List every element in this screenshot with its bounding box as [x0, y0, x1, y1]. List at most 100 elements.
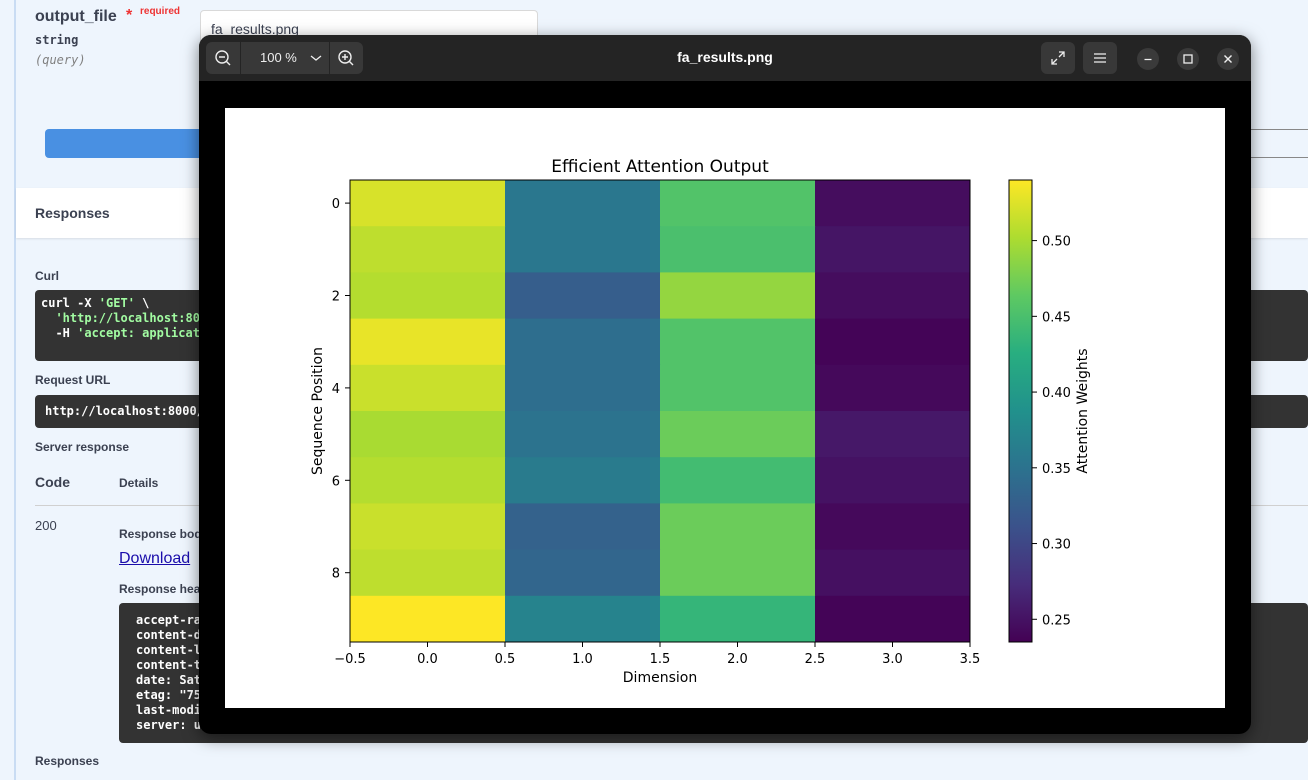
response-body-label: Response bod — [119, 527, 202, 541]
heatmap-cell — [815, 411, 971, 458]
header-line: content-t — [136, 658, 202, 672]
menu-icon[interactable] — [1083, 42, 1117, 74]
zoom-out-icon[interactable] — [206, 42, 240, 74]
maximize-icon[interactable] — [1177, 48, 1199, 70]
heatmap-cell — [815, 318, 971, 366]
zoom-level[interactable]: 100 % — [260, 50, 297, 65]
x-tick-label: 1.5 — [650, 652, 671, 667]
heatmap-cell — [660, 364, 816, 412]
heatmap-cell — [505, 411, 661, 458]
heatmap-cell — [815, 549, 971, 597]
heatmap-cell — [350, 364, 506, 412]
zoom-in-icon[interactable] — [330, 42, 363, 74]
operation-border — [14, 0, 16, 780]
heatmap-cell — [815, 272, 971, 320]
zoom-controls: 100 % — [206, 42, 363, 74]
heatmap-cell — [350, 595, 506, 643]
heatmap-cell — [505, 457, 661, 504]
header-line: content-d — [136, 628, 202, 642]
fullscreen-icon[interactable] — [1041, 42, 1075, 74]
details-header: Details — [119, 476, 159, 490]
chart-title: Efficient Attention Output — [551, 157, 769, 177]
heatmap-cell — [350, 457, 506, 504]
colorbar-tick-label: 0.40 — [1042, 386, 1071, 401]
colorbar-tick-label: 0.45 — [1042, 310, 1071, 325]
image-viewer-window: 100 % fa_results.png — [199, 35, 1251, 734]
required-star: * — [126, 7, 133, 24]
y-tick-label: 0 — [332, 197, 340, 212]
header-line: date: Sat — [136, 673, 202, 687]
y-tick-label: 2 — [332, 290, 340, 305]
param-name: output_file — [35, 8, 117, 25]
colorbar-tick-label: 0.30 — [1042, 538, 1071, 553]
x-tick-label: 2.0 — [727, 652, 748, 667]
colorbar — [1008, 179, 1033, 643]
x-tick-label: 3.5 — [960, 652, 981, 667]
colorbar-tick-label: 0.50 — [1042, 235, 1071, 250]
y-axis-label: Sequence Position — [310, 347, 326, 475]
param-type: string — [35, 33, 79, 47]
heatmap-cell — [815, 595, 971, 643]
x-tick-label: −0.5 — [334, 652, 366, 667]
viewer-titlebar[interactable]: 100 % fa_results.png — [199, 35, 1251, 81]
heatmap-cell — [660, 226, 816, 273]
curl-label: Curl — [35, 269, 59, 283]
heatmap-cell — [815, 180, 971, 227]
param-location: (query) — [35, 53, 86, 67]
x-tick-label: 1.0 — [572, 652, 593, 667]
header-line: content-l — [136, 643, 202, 657]
required-label: required — [140, 6, 181, 17]
heatmap-cell — [505, 180, 661, 227]
code-header: Code — [35, 474, 70, 490]
heatmap-cell — [660, 180, 816, 227]
header-line: server: u — [136, 718, 202, 732]
bottom-responses-title: Responses — [35, 754, 100, 768]
x-axis-label: Dimension — [623, 670, 697, 686]
header-line: etag: "75 — [136, 688, 202, 702]
image-canvas: Efficient Attention Output −0.5 0.0 0.5 1.0… — [225, 108, 1225, 708]
heatmap-cell — [505, 503, 661, 551]
zoom-dropdown-chevron-icon[interactable] — [304, 42, 328, 74]
download-link[interactable]: Download — [119, 550, 191, 567]
y-tick-label: 8 — [332, 567, 340, 582]
viewer-title: fa_results.png — [677, 49, 773, 65]
x-tick-label: 2.5 — [805, 652, 826, 667]
x-tick-label: 0.5 — [495, 652, 516, 667]
heatmap-cell — [815, 364, 971, 412]
heatmap-cell — [505, 364, 661, 412]
heatmap-cell — [660, 595, 816, 643]
y-tick-label: 4 — [332, 382, 340, 397]
heatmap-cell — [660, 457, 816, 504]
x-tick-label: 3.0 — [882, 652, 903, 667]
heatmap-cell — [660, 549, 816, 597]
heatmap-cell — [660, 272, 816, 320]
heatmap-cell — [350, 226, 506, 273]
heatmap-cell — [505, 595, 661, 643]
heatmap-cell — [350, 503, 506, 551]
heatmap-cell — [350, 180, 506, 227]
heatmap-cell — [660, 503, 816, 551]
response-headers-label: Response hea — [119, 582, 201, 596]
heatmap-cell — [505, 318, 661, 366]
y-tick-label: 6 — [332, 474, 340, 489]
heatmap-cell — [660, 318, 816, 366]
responses-title: Responses — [35, 205, 110, 221]
heatmap-cell — [660, 411, 816, 458]
server-response-label: Server response — [35, 440, 130, 454]
heatmap-cell — [815, 457, 971, 504]
colorbar-label: Attention Weights — [1075, 348, 1091, 473]
heatmap-chart: Efficient Attention Output −0.5 0.0 0.5 1.0… — [310, 157, 1091, 686]
response-code: 200 — [35, 518, 57, 533]
heatmap-cell — [505, 272, 661, 320]
heatmap-cell — [505, 226, 661, 273]
minimize-icon[interactable] — [1137, 48, 1159, 70]
colorbar-tick-label: 0.35 — [1042, 462, 1071, 477]
execute-button[interactable] — [45, 129, 205, 158]
heatmap-cell — [350, 272, 506, 320]
colorbar-tick-label: 0.25 — [1042, 613, 1071, 628]
x-tick-label: 0.0 — [417, 652, 438, 667]
heatmap-cell — [350, 411, 506, 458]
request-url-label: Request URL — [35, 373, 111, 387]
heatmap-cell — [815, 226, 971, 273]
close-icon[interactable] — [1217, 48, 1239, 70]
